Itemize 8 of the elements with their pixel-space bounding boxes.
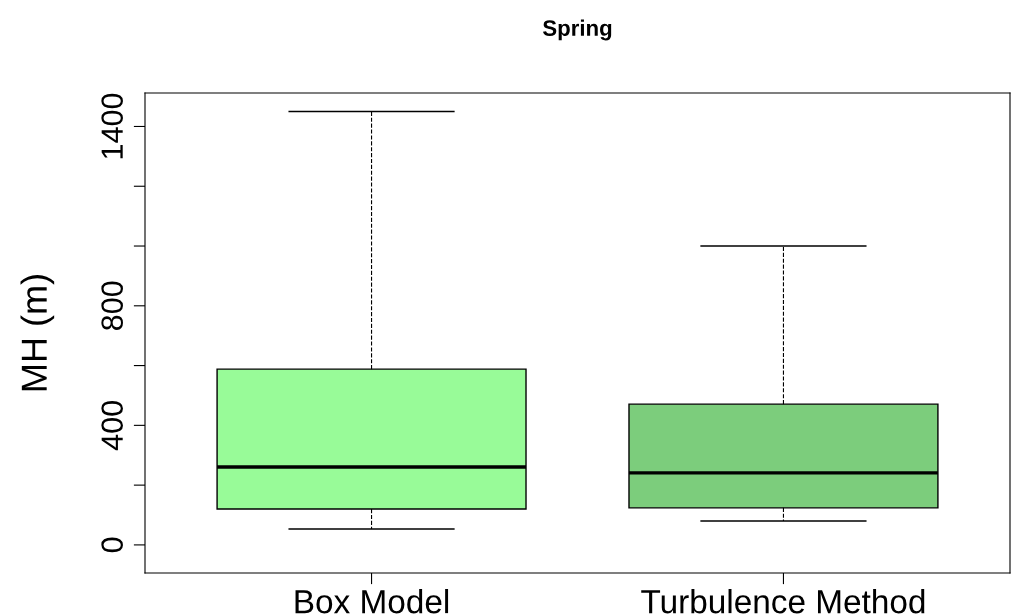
y-axis-title: MH (m) bbox=[20, 275, 55, 391]
x-tick-label: Turbulence Method bbox=[641, 588, 925, 614]
x-tick-label: Box Model bbox=[295, 588, 449, 614]
y-tick-label: 400 bbox=[101, 401, 123, 451]
y-tick-label: 800 bbox=[101, 281, 123, 330]
y-tick-label: 1400 bbox=[101, 93, 123, 159]
chart-title: Spring bbox=[542, 19, 612, 41]
y-tick-label: 0 bbox=[101, 537, 123, 553]
